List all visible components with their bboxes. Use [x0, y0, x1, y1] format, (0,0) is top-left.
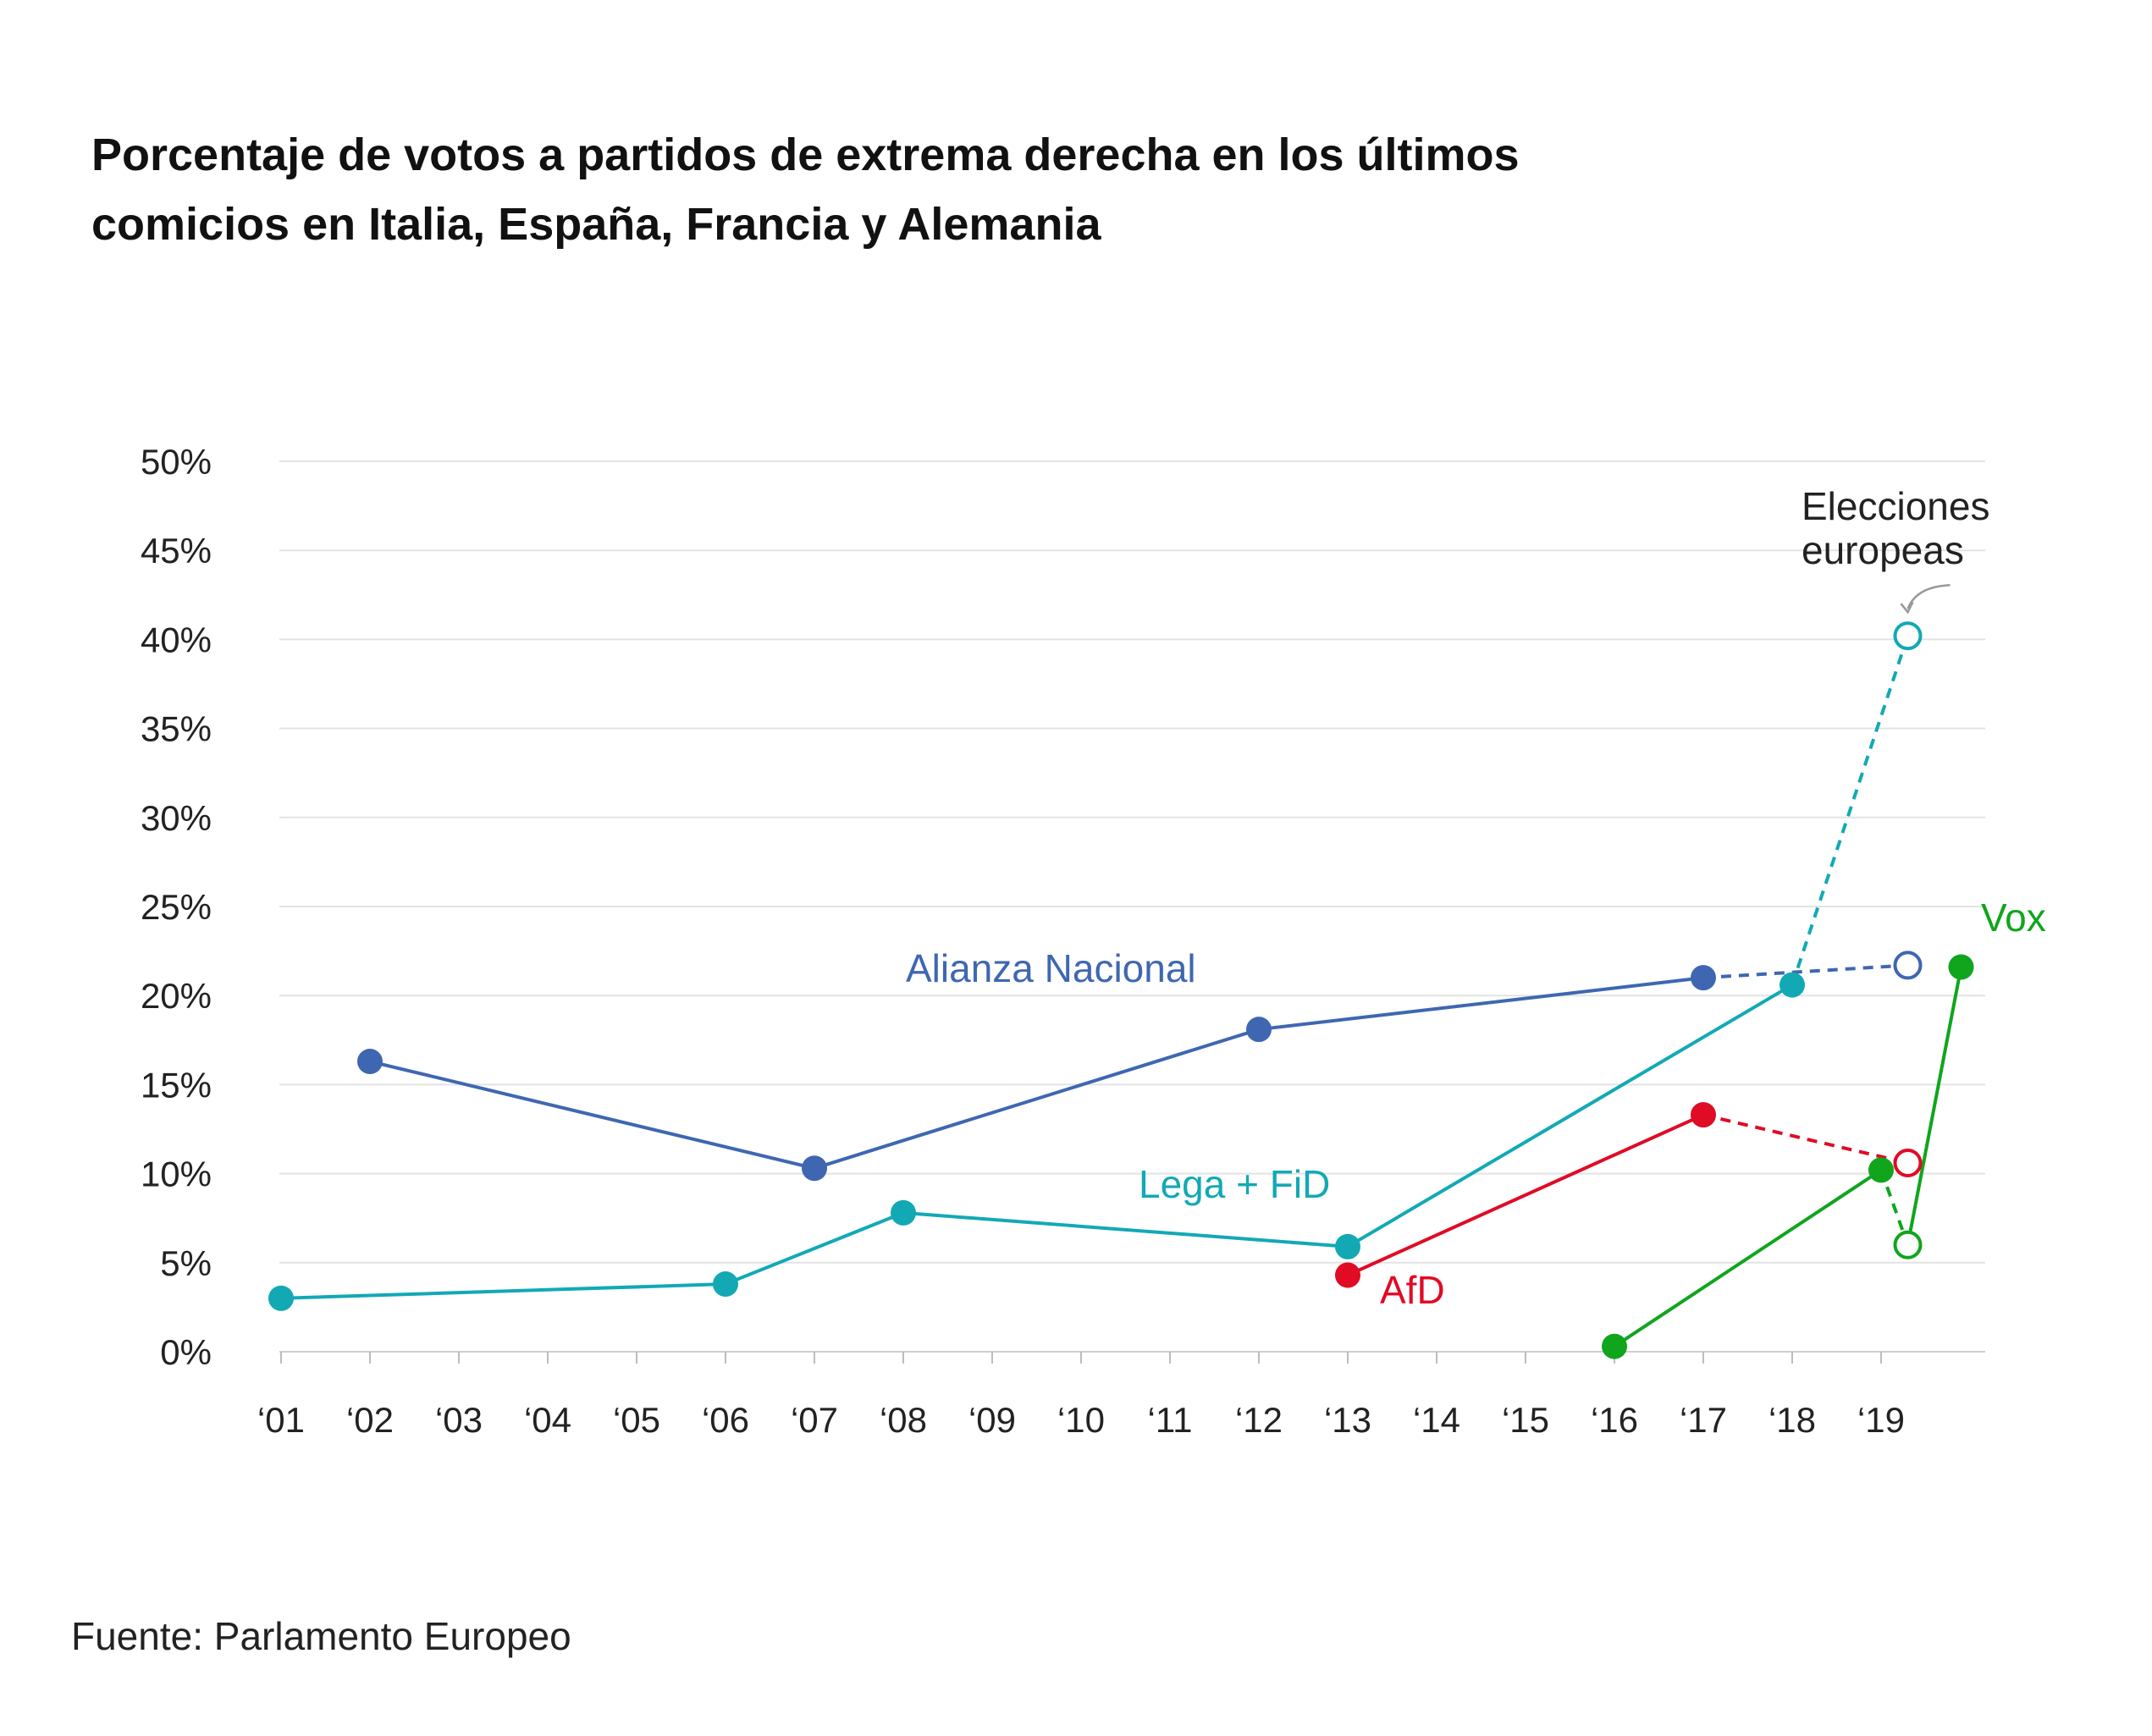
series-label: Lega + FiD: [1139, 1162, 1330, 1206]
series-points: [268, 621, 1974, 1359]
x-tick-label: ‘16: [1591, 1400, 1638, 1440]
source-note: Fuente: Parlamento Europeo: [71, 1614, 571, 1658]
y-tick-label: 20%: [141, 976, 212, 1016]
data-point: [1246, 1017, 1272, 1043]
series-label: Alianza Nacional: [906, 946, 1196, 990]
data-point: [713, 1271, 738, 1298]
y-tick-label: 5%: [160, 1243, 212, 1283]
european-election-point: [1893, 951, 1923, 980]
series-line: [280, 983, 1794, 1300]
x-tick-label: ‘14: [1413, 1400, 1460, 1440]
y-tick-label: 40%: [141, 620, 212, 659]
series-dashed-line: [1702, 1113, 1908, 1165]
series-label: AfD: [1380, 1268, 1445, 1312]
y-axis: 0% 5% 10% 15% 20% 25% 30% 35% 40% 45% 50%: [141, 442, 212, 1372]
x-tick-label: ‘15: [1502, 1400, 1549, 1440]
data-point: [1868, 1157, 1894, 1183]
series-dashed-line: [1702, 963, 1908, 980]
data-point: [1335, 1233, 1360, 1259]
annotation-arrow: [1906, 583, 1951, 609]
x-tick-label: ‘13: [1324, 1400, 1371, 1440]
x-tick-label: ‘17: [1680, 1400, 1727, 1440]
y-tick-label: 45%: [141, 531, 212, 570]
x-tick-label: ‘07: [791, 1400, 838, 1440]
x-tick-label: ‘19: [1857, 1400, 1905, 1440]
european-election-point: [1893, 1148, 1923, 1177]
y-tick-label: 30%: [141, 798, 212, 838]
data-point: [1691, 1102, 1716, 1128]
data-point: [891, 1199, 916, 1226]
x-tick-label: ‘03: [435, 1400, 483, 1440]
series-line: [1347, 1113, 1704, 1277]
x-tick-label: ‘02: [346, 1400, 394, 1440]
annotation-text: europeas: [1802, 528, 1964, 572]
chart-title: Porcentaje de votos a partidos de extrem…: [91, 130, 1520, 250]
x-tick-label: ‘05: [613, 1400, 660, 1440]
x-tick-label: ‘06: [702, 1400, 749, 1440]
data-point: [1780, 972, 1805, 998]
y-tick-label: 50%: [141, 442, 212, 482]
series-line: [1613, 1168, 1883, 1348]
line-chart: 0%5%10%15%20%25%30%35%40%45%50% ‘01 ‘02 ‘0…: [141, 442, 2046, 1440]
data-point: [268, 1285, 294, 1311]
data-point: [802, 1155, 827, 1182]
x-tick-label: ‘12: [1235, 1400, 1283, 1440]
x-tick-label: ‘01: [257, 1400, 305, 1440]
y-tick-label: 25%: [141, 887, 212, 927]
annotation-text: Elecciones: [1802, 484, 1989, 528]
series-line: [1906, 967, 1963, 1246]
x-tick-label: ‘18: [1769, 1400, 1816, 1440]
x-tick-label: ‘08: [880, 1400, 927, 1440]
y-tick-label: 35%: [141, 709, 212, 749]
annotation-arrowhead: [1900, 601, 1914, 614]
gridlines: [279, 460, 1985, 1353]
data-point: [1602, 1333, 1627, 1359]
x-tick-label: ‘10: [1057, 1400, 1105, 1440]
x-tick-label: ‘09: [968, 1400, 1016, 1440]
series-label: Vox: [1981, 896, 2046, 940]
series-dashed-line: [1879, 1169, 1910, 1246]
data-point: [1335, 1262, 1360, 1288]
y-tick-label: 15%: [141, 1065, 212, 1105]
x-tick-label: ‘11: [1148, 1400, 1193, 1440]
series-lines: [280, 635, 1963, 1348]
data-point: [1948, 954, 1974, 980]
series-dashed-line: [1791, 635, 1910, 986]
data-point: [1691, 965, 1716, 991]
x-axis: ‘01 ‘02 ‘03 ‘04 ‘05 ‘06 ‘07 ‘08 ‘09 ‘10 ‘11 ‘12 ‘13 ‘…: [257, 1352, 1905, 1440]
x-tick-label: ‘04: [524, 1400, 571, 1440]
series-labels: Alianza Nacional Lega + FiD AfD Vox: [906, 896, 2046, 1312]
european-election-point: [1893, 621, 1923, 651]
y-tick-label: 10%: [141, 1155, 212, 1194]
data-point: [357, 1049, 383, 1075]
european-election-point: [1893, 1230, 1923, 1259]
series-line: [369, 976, 1704, 1171]
y-tick-label: 0%: [160, 1332, 212, 1372]
